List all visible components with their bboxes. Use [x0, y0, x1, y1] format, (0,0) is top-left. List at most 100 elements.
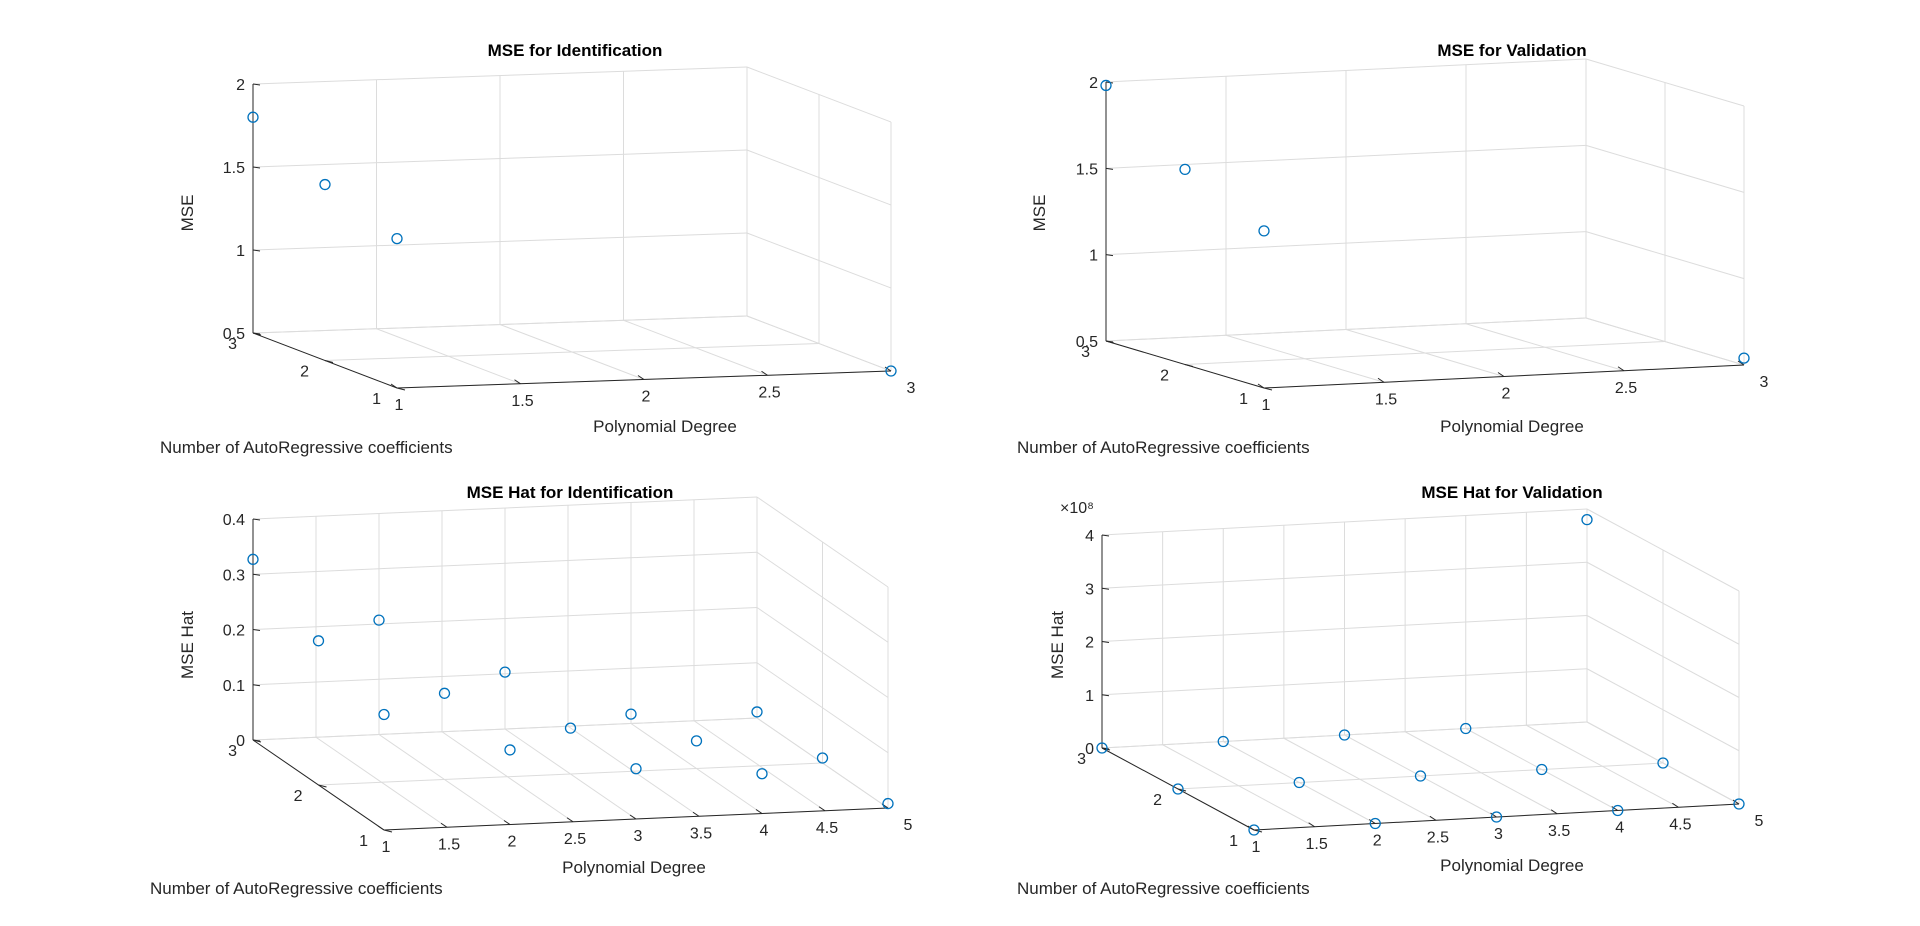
data-point	[504, 744, 516, 756]
data-point	[1490, 811, 1503, 823]
data-point	[885, 365, 897, 377]
x-axis-label: Polynomial Degree	[562, 858, 706, 877]
y-tick-mark	[324, 360, 334, 363]
x-tick-label: 1.5	[1375, 391, 1397, 408]
z-tick-label: 1	[1085, 688, 1094, 705]
data-point	[1657, 757, 1669, 769]
y-tick-mark	[318, 784, 327, 788]
back-wall-grid-line	[252, 717, 758, 741]
z-tick-label: 2	[1085, 635, 1094, 652]
y-axis-label: Number of AutoRegressive coefficients	[1017, 438, 1310, 457]
data-point	[373, 614, 385, 626]
x-tick-mark	[629, 814, 637, 820]
back-wall-grid-line	[1105, 58, 1587, 83]
y-tick-mark	[396, 387, 406, 391]
z-tick-mark	[252, 684, 261, 687]
y-tick-mark	[1253, 829, 1263, 833]
side-wall-grid-line	[746, 232, 892, 289]
x-tick-label: 2	[508, 834, 517, 851]
x-tick-mark	[377, 825, 385, 831]
x-tick-label: 4	[1615, 820, 1624, 837]
z-tick-mark	[252, 629, 261, 631]
back-wall-grid-line	[1101, 561, 1588, 589]
z-tick-mark	[252, 573, 261, 576]
z-tick-mark	[1105, 254, 1114, 257]
x-tick-label: 3	[634, 828, 643, 845]
side-wall-grid-line	[756, 496, 889, 588]
y-tick-label: 3	[1081, 344, 1090, 361]
x-tick-label: 3	[1760, 374, 1769, 391]
x-tick-label: 2.5	[1615, 380, 1637, 397]
z-tick-mark	[252, 249, 261, 252]
data-point	[625, 708, 637, 720]
data-point	[1414, 770, 1427, 782]
back-wall-grid-line	[1105, 231, 1587, 256]
z-tick-mark	[252, 83, 261, 86]
x-axis-label: Polynomial Degree	[593, 417, 737, 436]
back-wall-grid-line	[252, 315, 748, 334]
data-point	[312, 635, 325, 647]
data-point	[630, 763, 642, 775]
x-tick-mark	[755, 809, 763, 814]
back-wall-grid-line	[1101, 721, 1588, 749]
z-tick-label: 1	[236, 243, 245, 260]
back-wall-grid-line	[252, 551, 758, 575]
x-tick-mark	[692, 811, 700, 817]
x-tick-label: 2.5	[758, 384, 780, 401]
z-axis-label: MSE	[178, 195, 197, 232]
z-axis-label: MSE Hat	[1048, 611, 1067, 679]
back-wall-grid-line	[252, 607, 758, 630]
x-tick-label: 4.5	[816, 820, 838, 837]
z-tick-mark	[1105, 167, 1114, 170]
x-tick-label: 4.5	[1669, 816, 1691, 833]
z-tick-label: 0.5	[223, 326, 245, 343]
back-wall-grid-line	[252, 662, 758, 686]
side-wall-grid-line	[1585, 144, 1745, 193]
side-wall-grid-line	[1586, 615, 1740, 698]
z-tick-label: 0.1	[223, 678, 245, 695]
side-wall-grid-line	[756, 551, 889, 643]
back-wall-grid-line	[252, 149, 748, 168]
data-point	[319, 178, 331, 191]
z-tick-label: 1	[1089, 248, 1098, 265]
data-point	[690, 735, 703, 747]
side-wall-grid-line	[756, 662, 889, 754]
x-tick-label: 1	[1252, 839, 1261, 856]
side-wall-grid-line	[1586, 668, 1740, 752]
data-point	[882, 797, 894, 810]
side-wall-grid-line	[1586, 508, 1740, 592]
data-point	[1581, 514, 1593, 526]
y-tick-label: 3	[228, 336, 237, 353]
subplot-title: MSE Hat for Validation	[1421, 483, 1602, 502]
subplot-title: MSE Hat for Identification	[467, 483, 674, 502]
data-point	[1217, 735, 1229, 748]
data-point	[1738, 352, 1750, 364]
y-tick-label: 2	[300, 364, 309, 381]
data-point	[1536, 763, 1548, 776]
z-tick-label: 0	[236, 733, 245, 750]
x-tick-label: 2	[1502, 386, 1511, 403]
x-tick-label: 1.5	[511, 393, 533, 410]
side-wall-grid-line	[746, 315, 892, 372]
data-point	[499, 666, 511, 678]
data-point	[1100, 79, 1112, 92]
data-point	[756, 768, 768, 780]
x-tick-label: 1	[382, 839, 391, 856]
x-tick-mark	[1550, 809, 1558, 815]
z-axis-label: MSE	[1030, 195, 1049, 232]
z-tick-label: 2	[1089, 75, 1098, 92]
z-exponent-label: ×10⁸	[1060, 500, 1094, 517]
side-wall-grid-line	[746, 66, 892, 123]
floor-grid-line	[1184, 341, 1666, 365]
data-point	[1293, 776, 1305, 789]
x-tick-mark	[1308, 822, 1315, 828]
x-tick-mark	[1737, 360, 1745, 366]
x-tick-mark	[503, 820, 511, 825]
side-wall-grid-line	[1586, 721, 1740, 805]
x-tick-label: 4	[760, 823, 769, 840]
back-wall-grid-line	[1101, 668, 1588, 696]
data-point	[438, 687, 451, 699]
